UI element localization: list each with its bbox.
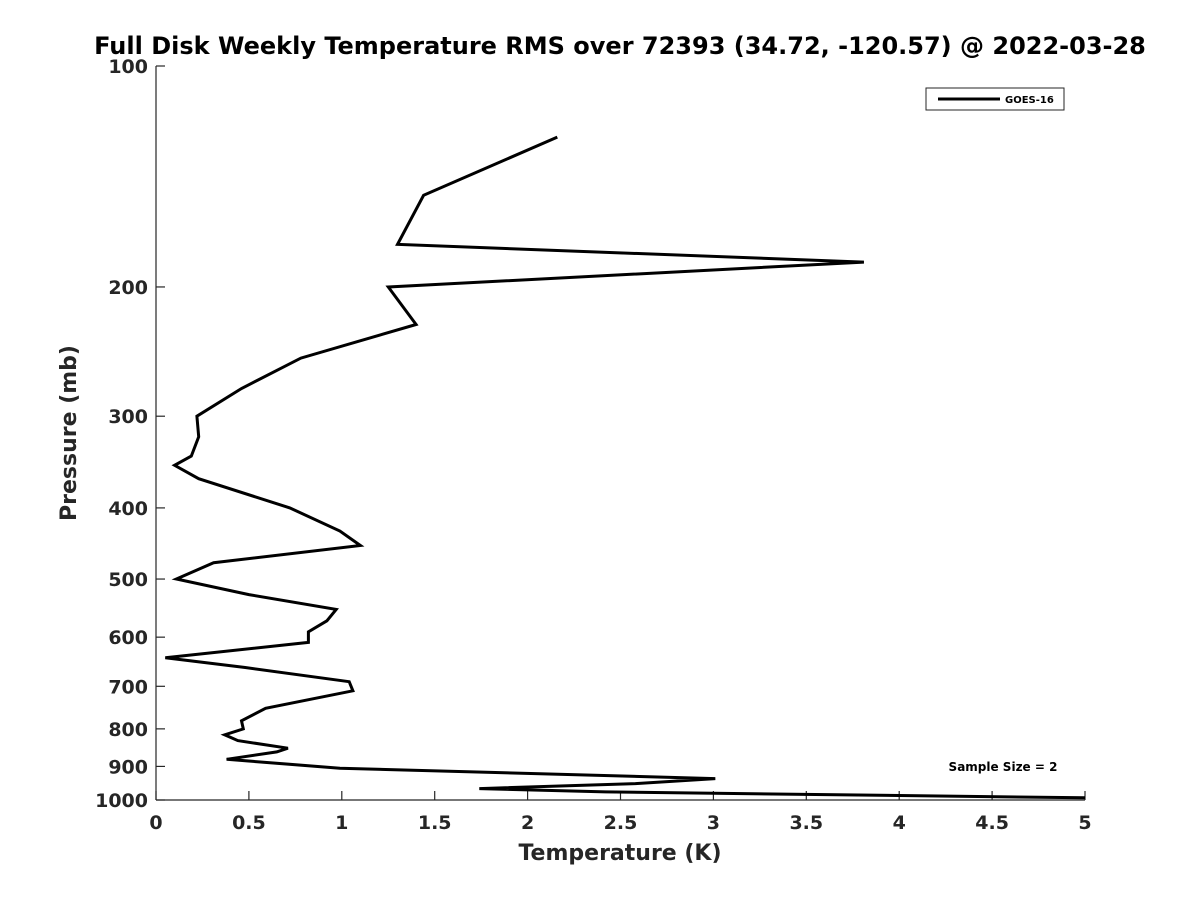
- legend-label-goes-16: GOES-16: [1005, 95, 1054, 106]
- y-axis-label: Pressure (mb): [57, 345, 82, 521]
- x-axis-ticks: 0 0.5 1 1.5 2 2.5 3 3.5 4 4.5 5: [149, 791, 1092, 834]
- y-tick-label: 200: [108, 277, 148, 299]
- y-tick-label: 500: [108, 569, 148, 591]
- y-tick-label: 700: [108, 676, 148, 698]
- series-line-goes-16: [165, 135, 1086, 800]
- x-tick-label: 4: [893, 812, 906, 834]
- y-axis-ticks: 100 200 300 400 500 600 700 800 900 1000: [95, 56, 165, 812]
- x-tick-label: 1: [335, 812, 348, 834]
- x-tick-label: 5: [1078, 812, 1091, 834]
- x-tick-label: 3: [707, 812, 720, 834]
- y-tick-label: 900: [108, 756, 148, 778]
- x-tick-label: 4.5: [975, 812, 1009, 834]
- series-layer: [165, 135, 1086, 800]
- y-tick-label: 300: [108, 406, 148, 428]
- y-tick-label: 1000: [95, 790, 148, 812]
- chart-title: Full Disk Weekly Temperature RMS over 72…: [94, 32, 1146, 60]
- y-tick-label: 100: [108, 56, 148, 78]
- x-tick-label: 0.5: [232, 812, 266, 834]
- sample-size-annotation: Sample Size = 2: [949, 760, 1058, 774]
- y-tick-label: 800: [108, 719, 148, 741]
- x-axis-label: Temperature (K): [518, 841, 721, 866]
- y-tick-label: 400: [108, 498, 148, 520]
- x-tick-label: 2.5: [604, 812, 638, 834]
- legend: GOES-16: [925, 87, 1065, 111]
- x-tick-label: 1.5: [418, 812, 452, 834]
- x-tick-label: 0: [149, 812, 162, 834]
- x-tick-label: 3.5: [789, 812, 823, 834]
- y-tick-label: 600: [108, 627, 148, 649]
- x-tick-label: 2: [521, 812, 534, 834]
